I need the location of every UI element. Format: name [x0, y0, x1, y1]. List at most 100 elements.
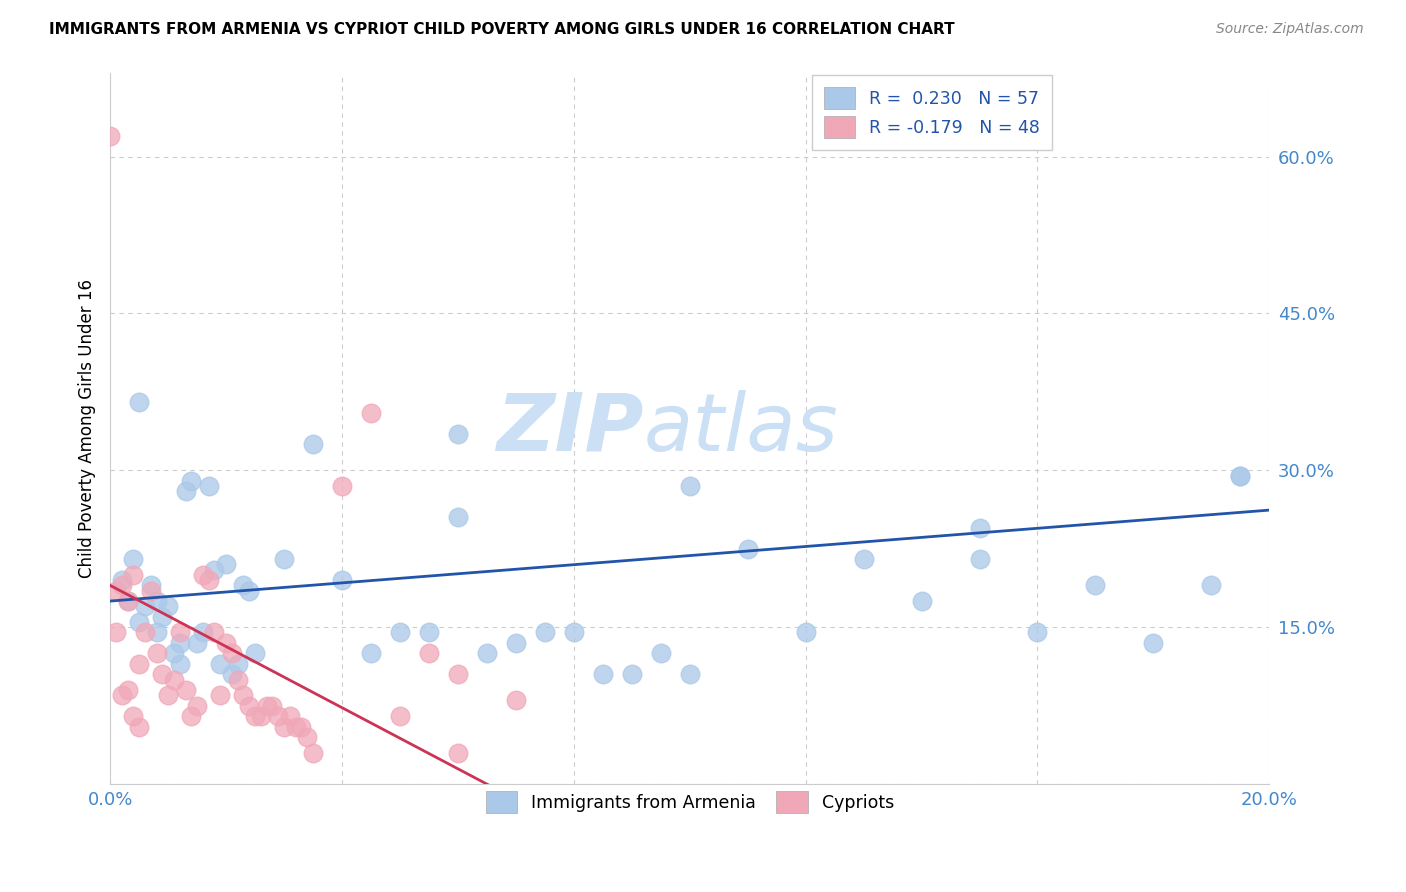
Point [273, 720, 295, 734]
Point [447, 746, 470, 760]
Point [447, 426, 470, 441]
Point [330, 573, 353, 587]
Point [150, 609, 173, 624]
Point [1142, 636, 1164, 650]
Point [910, 594, 932, 608]
Point [221, 667, 243, 681]
Point [186, 636, 208, 650]
Point [388, 709, 411, 723]
Point [122, 568, 145, 582]
Point [163, 673, 186, 687]
Point [243, 709, 266, 723]
Point [297, 730, 319, 744]
Y-axis label: Child Poverty Among Girls Under 16: Child Poverty Among Girls Under 16 [79, 279, 96, 578]
Point [592, 667, 614, 681]
Point [169, 636, 191, 650]
Point [794, 625, 817, 640]
Point [290, 720, 312, 734]
Point [267, 709, 290, 723]
Point [191, 625, 214, 640]
Point [1084, 578, 1107, 592]
Point [273, 552, 295, 566]
Point [104, 625, 127, 640]
Point [1026, 625, 1049, 640]
Point [128, 395, 150, 409]
Point [128, 615, 150, 629]
Text: ZIP: ZIP [496, 390, 644, 467]
Point [204, 563, 226, 577]
Point [180, 709, 202, 723]
Point [360, 406, 382, 420]
Point [204, 625, 226, 640]
Point [232, 578, 254, 592]
Point [150, 667, 173, 681]
Point [180, 474, 202, 488]
Point [209, 657, 232, 671]
Point [215, 636, 238, 650]
Point [562, 625, 585, 640]
Point [284, 720, 307, 734]
Point [226, 673, 249, 687]
Point [679, 479, 702, 493]
Point [226, 657, 249, 671]
Point [534, 625, 557, 640]
Point [215, 558, 238, 572]
Point [679, 667, 702, 681]
Point [111, 688, 134, 702]
Point [475, 646, 498, 660]
Point [243, 646, 266, 660]
Point [122, 709, 145, 723]
Point [388, 625, 411, 640]
Point [278, 709, 301, 723]
Point [505, 636, 527, 650]
Point [191, 568, 214, 582]
Point [1229, 468, 1251, 483]
Point [128, 720, 150, 734]
Point [238, 698, 260, 713]
Point [302, 437, 325, 451]
Point [250, 709, 273, 723]
Point [737, 541, 759, 556]
Point [360, 646, 382, 660]
Point [134, 625, 156, 640]
Point [117, 594, 139, 608]
Point [145, 646, 167, 660]
Point [174, 683, 197, 698]
Point [418, 625, 440, 640]
Point [122, 552, 145, 566]
Point [232, 688, 254, 702]
Point [157, 688, 180, 702]
Point [163, 646, 186, 660]
Point [262, 698, 284, 713]
Point [197, 573, 219, 587]
Point [111, 578, 134, 592]
Text: atlas: atlas [644, 390, 838, 467]
Point [447, 510, 470, 524]
Point [139, 583, 162, 598]
Point [169, 657, 191, 671]
Point [134, 599, 156, 614]
Point [256, 698, 278, 713]
Point [505, 693, 527, 707]
Point [620, 667, 643, 681]
Point [174, 484, 197, 499]
Point [111, 573, 134, 587]
Point [1201, 578, 1223, 592]
Point [117, 594, 139, 608]
Text: Source: ZipAtlas.com: Source: ZipAtlas.com [1216, 22, 1364, 37]
Point [221, 646, 243, 660]
Point [104, 583, 127, 598]
Text: IMMIGRANTS FROM ARMENIA VS CYPRIOT CHILD POVERTY AMONG GIRLS UNDER 16 CORRELATIO: IMMIGRANTS FROM ARMENIA VS CYPRIOT CHILD… [49, 22, 955, 37]
Point [650, 646, 672, 660]
Point [330, 479, 353, 493]
Point [128, 657, 150, 671]
Point [169, 625, 191, 640]
Point [145, 594, 167, 608]
Legend: Immigrants from Armenia, Cypriots: Immigrants from Armenia, Cypriots [474, 779, 905, 825]
Point [157, 599, 180, 614]
Point [447, 667, 470, 681]
Point [117, 683, 139, 698]
Point [145, 625, 167, 640]
Point [418, 646, 440, 660]
Point [98, 128, 121, 143]
